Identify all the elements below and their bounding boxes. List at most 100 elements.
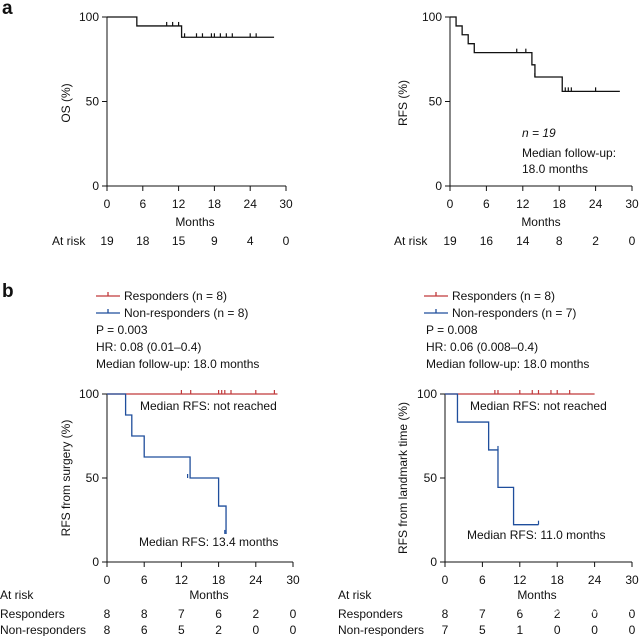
landmark-median-responders: Median RFS: not reached xyxy=(470,399,607,413)
surgery-chart: Responders (n = 8) Non-responders (n = 8… xyxy=(0,289,300,636)
rfs-at-risk-label: At risk xyxy=(394,234,428,248)
rfs-x-tick-label: 0 xyxy=(447,197,454,211)
os-overall-curve xyxy=(107,16,275,38)
landmark-ylabel: RFS from landmark time (%) xyxy=(396,402,410,554)
rfs-n-text: n = 19 xyxy=(522,126,556,140)
rfs-curves xyxy=(450,16,620,93)
surgery-x-tick-label: 24 xyxy=(249,573,263,587)
os-at-risk-count: 18 xyxy=(136,234,150,248)
landmark-at-risk-nonresponders-count: 0 xyxy=(629,623,636,636)
rfs-at-risk-count: 0 xyxy=(629,234,636,248)
os-curves xyxy=(107,16,275,38)
surgery-at-risk-nonresponders-count: 8 xyxy=(104,623,111,636)
surgery-at-risk-nonresponders-count: 0 xyxy=(290,623,297,636)
watermark-text: 知乎 @康和源免疫之家 xyxy=(488,599,632,615)
surgery-at-risk-responders-count: 0 xyxy=(290,607,297,621)
rfs-ylabel: RFS (%) xyxy=(396,80,410,126)
rfs-at-risk-count: 16 xyxy=(480,234,494,248)
surgery-tick-group: 0 6 12 18 24 30 0 50 100 xyxy=(79,387,300,587)
landmark-at-risk-nonresponders-count: 0 xyxy=(591,623,598,636)
rfs-overall-curve xyxy=(450,16,620,93)
landmark-legend-responders: Responders (n = 8) xyxy=(452,289,555,303)
rfs-y-tick-label: 100 xyxy=(422,10,442,24)
os-xlabel: Months xyxy=(175,215,214,229)
rfs-y-tick-label: 0 xyxy=(435,179,442,193)
landmark-x-tick-label: 0 xyxy=(442,573,449,587)
landmark-x-tick-label: 6 xyxy=(479,573,486,587)
rfs-at-risk-count: 14 xyxy=(516,234,530,248)
os-at-risk-count: 4 xyxy=(247,234,254,248)
surgery-at-risk-nonresponders-count: 5 xyxy=(178,623,185,636)
os-x-tick-label: 0 xyxy=(104,197,111,211)
surgery-at-risk-responders-count: 7 xyxy=(178,607,185,621)
rfs-followup-line1: Median follow-up: xyxy=(522,146,616,160)
os-chart: OS (%) 0 6 12 18 24 30 0 50 100 Months At risk 1… xyxy=(52,10,293,248)
surgery-x-tick-label: 18 xyxy=(212,573,226,587)
surgery-at-risk-nonresponders-count: 6 xyxy=(141,623,148,636)
surgery-nonresponders-curve xyxy=(107,393,227,534)
surgery-at-risk-responders-count: 8 xyxy=(141,607,148,621)
os-x-tick-label: 6 xyxy=(139,197,146,211)
landmark-x-tick-label: 18 xyxy=(551,573,565,587)
landmark-at-risk-responders-count: 0 xyxy=(591,607,598,621)
landmark-legend: Responders (n = 8) Non-responders (n = 7… xyxy=(424,289,576,320)
surgery-y-tick-label: 100 xyxy=(79,387,99,401)
surgery-xlabel: Months xyxy=(189,588,228,602)
surgery-x-tick-label: 0 xyxy=(104,573,111,587)
surgery-x-tick-label: 12 xyxy=(175,573,189,587)
landmark-y-tick-label: 50 xyxy=(424,471,438,485)
rfs-at-risk-count: 8 xyxy=(556,234,563,248)
os-y-tick-label: 50 xyxy=(86,95,100,109)
os-at-risk-count: 0 xyxy=(283,234,290,248)
rfs-followup-line2: 18.0 months xyxy=(522,162,588,176)
rfs-at-risk-count: 19 xyxy=(443,234,457,248)
os-x-tick-label: 24 xyxy=(244,197,258,211)
landmark-curves xyxy=(445,390,595,526)
surgery-followup: Median follow-up: 18.0 months xyxy=(96,357,259,371)
surgery-at-risk-nonresponders-count: 2 xyxy=(215,623,222,636)
os-at-risk-count: 15 xyxy=(172,234,186,248)
rfs-x-tick-label: 12 xyxy=(516,197,530,211)
surgery-y-tick-label: 0 xyxy=(92,555,99,569)
landmark-nonresponders-curve xyxy=(445,393,539,526)
landmark-at-risk-responders-count: 6 xyxy=(516,607,523,621)
os-ylabel: OS (%) xyxy=(59,83,73,122)
surgery-median-responders: Median RFS: not reached xyxy=(140,399,277,413)
surgery-y-tick-label: 50 xyxy=(86,471,100,485)
landmark-at-risk-responders-count: 2 xyxy=(554,607,561,621)
surgery-median-nonresponders: Median RFS: 13.4 months xyxy=(139,535,278,549)
surgery-ylabel: RFS from surgery (%) xyxy=(59,420,73,537)
landmark-followup: Median follow-up: 18.0 months xyxy=(426,357,589,371)
rfs-x-tick-label: 18 xyxy=(553,197,567,211)
surgery-hr: HR: 0.08 (0.01–0.4) xyxy=(96,340,201,354)
surgery-row-responders-label: Responders xyxy=(0,607,65,621)
landmark-row-nonresponders-label: Non-responders xyxy=(338,623,424,636)
landmark-at-risk-table: 8 7 6 2 0 0 7 5 1 0 0 0 xyxy=(442,607,636,636)
surgery-at-risk-nonresponders-count: 0 xyxy=(252,623,259,636)
surgery-curves xyxy=(107,390,278,534)
os-at-risk-count: 9 xyxy=(211,234,218,248)
panel-b-letter: b xyxy=(2,281,14,302)
surgery-row-nonresponders-label: Non-responders xyxy=(0,623,86,636)
landmark-at-risk-label: At risk xyxy=(338,588,372,602)
landmark-at-risk-nonresponders-count: 5 xyxy=(479,623,486,636)
landmark-xlabel: Months xyxy=(517,588,556,602)
rfs-y-tick-label: 50 xyxy=(429,95,443,109)
landmark-x-tick-label: 30 xyxy=(625,573,639,587)
landmark-at-risk-responders-count: 7 xyxy=(479,607,486,621)
os-y-tick-label: 0 xyxy=(92,179,99,193)
landmark-legend-nonresponders: Non-responders (n = 7) xyxy=(452,306,576,320)
os-at-risk-label: At risk xyxy=(52,234,86,248)
surgery-at-risk-label: At risk xyxy=(0,588,34,602)
surgery-legend-responders: Responders (n = 8) xyxy=(124,289,227,303)
rfs-at-risk-count: 2 xyxy=(592,234,599,248)
landmark-y-tick-label: 0 xyxy=(430,555,437,569)
rfs-xlabel: Months xyxy=(521,215,560,229)
os-x-tick-label: 30 xyxy=(279,197,293,211)
surgery-x-tick-label: 30 xyxy=(286,573,300,587)
os-tick-group: 0 6 12 18 24 30 0 50 100 xyxy=(79,10,293,211)
landmark-chart: Responders (n = 8) Non-responders (n = 7… xyxy=(338,289,639,636)
landmark-tick-group: 0 6 12 18 24 30 0 50 100 xyxy=(417,387,639,587)
surgery-x-tick-label: 6 xyxy=(141,573,148,587)
